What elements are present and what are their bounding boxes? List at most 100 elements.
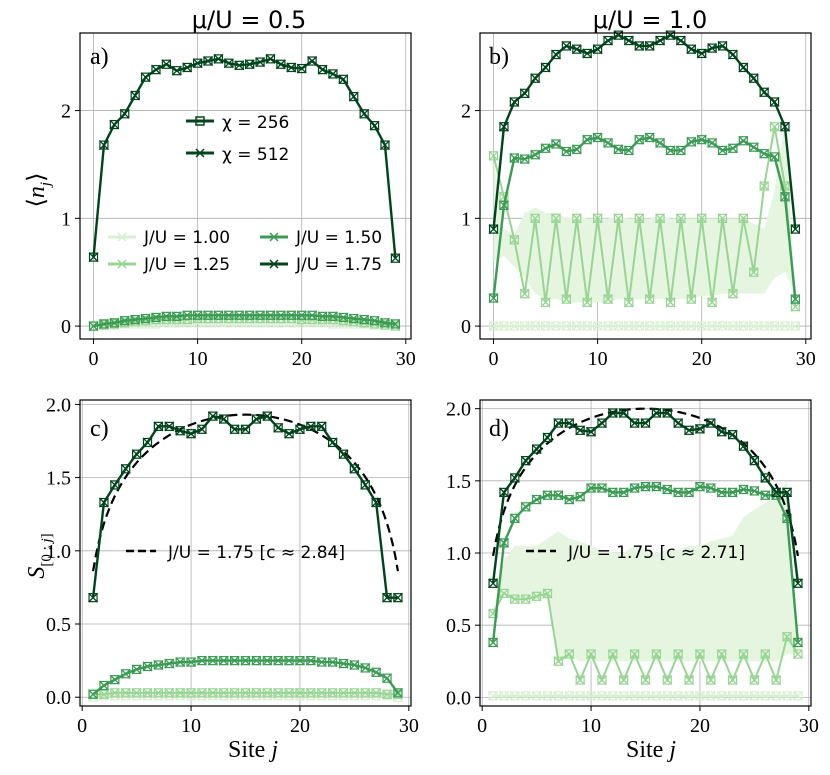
data-point-square <box>582 297 592 307</box>
data-point-x <box>707 297 718 308</box>
data-point-square <box>582 321 592 331</box>
data-point-square <box>110 688 120 698</box>
data-point-x <box>207 655 218 666</box>
data-point-square <box>645 132 655 143</box>
data-point-x <box>651 481 662 492</box>
data-point-square <box>619 675 629 685</box>
data-point-square <box>608 487 618 497</box>
data-point-x <box>273 655 284 666</box>
data-point-x <box>603 321 613 332</box>
data-point-square <box>142 437 153 448</box>
data-point-square <box>630 483 640 493</box>
data-point-x <box>348 91 359 102</box>
data-point-square <box>99 140 109 150</box>
data-point-x <box>675 35 686 46</box>
data-point-x <box>582 297 593 308</box>
data-point-x <box>662 690 673 701</box>
data-point-x <box>629 483 640 494</box>
data-point-square <box>676 213 686 223</box>
data-point-x <box>498 200 509 211</box>
data-point-x <box>142 437 153 448</box>
data-point-square <box>338 449 349 459</box>
legend-fit-c-label: J/U = 1.75 [c ≈ 2.84] <box>167 543 345 563</box>
data-point-x <box>792 578 803 589</box>
data-point-square <box>540 143 551 153</box>
data-point-square <box>738 649 749 659</box>
data-point-x <box>262 655 273 666</box>
data-point-square <box>564 418 574 428</box>
data-point-square <box>790 294 800 304</box>
data-point-x <box>596 418 607 429</box>
data-point-square <box>99 497 109 508</box>
panel-title-a: μ/U = 0.5 <box>192 6 306 34</box>
data-point-x <box>88 592 99 603</box>
data-point-square <box>240 656 251 666</box>
data-point-x <box>542 690 553 701</box>
legend-j: J/U = 1.00 J/U = 1.25 J/U = 1.50 J/U = 1… <box>108 228 382 275</box>
data-point-square <box>499 321 509 331</box>
data-point-square <box>307 56 317 66</box>
data-point-x <box>540 321 551 332</box>
data-point-x <box>182 310 193 321</box>
data-point-square <box>234 310 244 320</box>
data-point-x <box>305 687 316 698</box>
data-point-x <box>640 418 651 429</box>
data-point-x <box>519 154 530 165</box>
data-point-x <box>748 142 759 153</box>
data-point-square <box>488 691 498 701</box>
axes-frame <box>479 32 812 340</box>
data-point-x <box>380 317 390 328</box>
legend-j175-x-marker-icon <box>269 259 279 269</box>
data-point-x <box>175 687 186 698</box>
data-point-square <box>624 321 634 331</box>
data-point-x <box>265 53 276 64</box>
data-point-square <box>551 321 561 331</box>
data-point-square <box>759 181 769 191</box>
data-point-x <box>284 428 295 439</box>
data-point-square <box>164 688 174 698</box>
data-point-x <box>186 657 197 668</box>
data-point-x <box>130 90 141 101</box>
data-point-square <box>208 411 218 421</box>
data-point-square <box>717 649 727 659</box>
data-point-x <box>553 418 564 429</box>
data-point-x <box>696 134 707 145</box>
data-point-x <box>607 649 618 659</box>
data-point-square <box>382 593 392 603</box>
data-point-x <box>488 637 499 648</box>
data-point-x <box>265 310 276 321</box>
data-point-x <box>307 56 318 66</box>
data-point-x <box>634 321 645 332</box>
data-point-square <box>572 44 582 54</box>
data-point-square <box>208 656 218 666</box>
data-point-square <box>686 294 696 304</box>
data-point-x <box>131 664 142 675</box>
data-point-square <box>676 145 686 156</box>
data-point-x <box>760 472 771 483</box>
data-point-square <box>707 297 717 307</box>
data-point-square <box>197 688 207 698</box>
data-point-square <box>142 688 153 698</box>
data-point-x <box>618 408 629 418</box>
data-point-x <box>629 690 640 701</box>
data-point-x <box>327 437 338 448</box>
data-point-x <box>317 64 328 75</box>
data-point-x <box>348 313 359 324</box>
data-point-x <box>531 591 542 602</box>
data-point-x <box>186 687 197 698</box>
data-point-x <box>686 136 697 147</box>
data-point-square <box>153 688 163 698</box>
data-point-x <box>192 58 203 69</box>
data-point-square <box>317 688 327 698</box>
data-point-x <box>196 424 207 435</box>
data-point-square <box>790 224 800 234</box>
data-point-square <box>193 310 203 320</box>
data-point-x <box>229 687 240 698</box>
data-point-square <box>151 65 161 75</box>
data-point-square <box>393 688 403 698</box>
panel-label-b: b) <box>489 44 509 70</box>
data-point-x <box>509 321 520 332</box>
data-point-square <box>371 667 381 677</box>
data-point-square <box>262 411 272 421</box>
